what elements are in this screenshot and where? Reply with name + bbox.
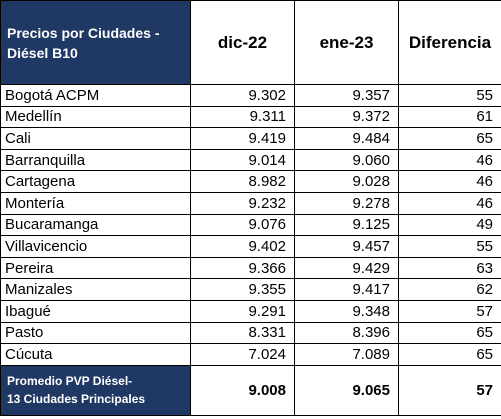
diferencia-cell: 46 xyxy=(398,170,501,193)
table-body: Bogotá ACPM 9.302 9.357 55 Medellín 9.311 9.37… xyxy=(0,84,501,366)
table-row: Villavicencio 9.402 9.457 55 xyxy=(0,235,501,258)
ene23-cell: 9.484 xyxy=(294,127,399,150)
city-cell: Medellín xyxy=(0,105,191,129)
city-cell: Manizales xyxy=(0,278,191,301)
table-row: Pasto 8.331 8.396 65 xyxy=(0,321,501,345)
dic22-cell: 9.291 xyxy=(190,299,295,323)
ene23-cell: 9.357 xyxy=(294,84,399,107)
ene23-cell: 9.028 xyxy=(294,170,399,193)
diferencia-cell: 61 xyxy=(398,105,501,129)
dic22-cell: 9.366 xyxy=(190,256,295,280)
city-cell: Bucaramanga xyxy=(0,213,191,237)
city-cell: Pasto xyxy=(0,321,191,345)
diferencia-cell: 63 xyxy=(398,256,501,280)
average-diferencia: 57 xyxy=(398,364,501,416)
city-cell: Ibagué xyxy=(0,299,191,323)
table-row: Cúcuta 7.024 7.089 65 xyxy=(0,343,501,366)
dic22-cell: 9.014 xyxy=(190,148,295,172)
dic22-cell: 9.419 xyxy=(190,127,295,150)
average-row: Promedio PVP Diésel- 13 Ciudades Princip… xyxy=(0,364,501,416)
diferencia-cell: 57 xyxy=(398,299,501,323)
dic22-cell: 9.355 xyxy=(190,278,295,301)
diferencia-cell: 65 xyxy=(398,321,501,345)
city-cell: Cúcuta xyxy=(0,343,191,366)
city-cell: Pereira xyxy=(0,256,191,280)
ene23-cell: 9.429 xyxy=(294,256,399,280)
table-title-line1: Precios por Ciudades - xyxy=(7,24,160,41)
city-cell: Cali xyxy=(0,127,191,150)
table-row: Cartagena 8.982 9.028 46 xyxy=(0,170,501,193)
table-row: Montería 9.232 9.278 46 xyxy=(0,191,501,215)
dic22-cell: 9.302 xyxy=(190,84,295,107)
average-label-line2: 13 Ciudades Principales xyxy=(7,392,146,407)
average-label-line1: Promedio PVP Diésel- xyxy=(7,374,133,389)
ene23-cell: 9.060 xyxy=(294,148,399,172)
city-cell: Barranquilla xyxy=(0,148,191,172)
city-cell: Villavicencio xyxy=(0,235,191,258)
dic22-cell: 8.982 xyxy=(190,170,295,193)
dic22-cell: 9.311 xyxy=(190,105,295,129)
city-cell: Bogotá ACPM xyxy=(0,84,191,107)
table-row: Bucaramanga 9.076 9.125 49 xyxy=(0,213,501,237)
table-row: Pereira 9.366 9.429 63 xyxy=(0,256,501,280)
ene23-cell: 9.348 xyxy=(294,299,399,323)
header-row: Precios por Ciudades - Diésel B10 dic-22… xyxy=(0,0,501,85)
table-row: Manizales 9.355 9.417 62 xyxy=(0,278,501,301)
table-row: Barranquilla 9.014 9.060 46 xyxy=(0,148,501,172)
ene23-cell: 9.125 xyxy=(294,213,399,237)
dic22-cell: 8.331 xyxy=(190,321,295,345)
city-cell: Montería xyxy=(0,191,191,215)
ene23-cell: 9.278 xyxy=(294,191,399,215)
city-cell: Cartagena xyxy=(0,170,191,193)
ene23-cell: 7.089 xyxy=(294,343,399,366)
diferencia-cell: 62 xyxy=(398,278,501,301)
diferencia-cell: 55 xyxy=(398,84,501,107)
column-header-diferencia: Diferencia xyxy=(398,0,501,85)
table-title-line2: Diésel B10 xyxy=(7,44,78,61)
table-title-cell: Precios por Ciudades - Diésel B10 xyxy=(0,0,191,85)
average-dic22: 9.008 xyxy=(190,364,295,416)
dic22-cell: 9.076 xyxy=(190,213,295,237)
diferencia-cell: 46 xyxy=(398,148,501,172)
diferencia-cell: 49 xyxy=(398,213,501,237)
ene23-cell: 9.372 xyxy=(294,105,399,129)
dic22-cell: 9.402 xyxy=(190,235,295,258)
table-row: Cali 9.419 9.484 65 xyxy=(0,127,501,150)
average-ene23: 9.065 xyxy=(294,364,399,416)
table-row: Medellín 9.311 9.372 61 xyxy=(0,105,501,129)
column-header-ene23: ene-23 xyxy=(294,0,399,85)
diferencia-cell: 46 xyxy=(398,191,501,215)
dic22-cell: 7.024 xyxy=(190,343,295,366)
column-header-dic22: dic-22 xyxy=(190,0,295,85)
table-row: Bogotá ACPM 9.302 9.357 55 xyxy=(0,84,501,107)
dic22-cell: 9.232 xyxy=(190,191,295,215)
table-row: Ibagué 9.291 9.348 57 xyxy=(0,299,501,323)
ene23-cell: 9.457 xyxy=(294,235,399,258)
diferencia-cell: 55 xyxy=(398,235,501,258)
average-label-cell: Promedio PVP Diésel- 13 Ciudades Princip… xyxy=(0,364,191,416)
ene23-cell: 8.396 xyxy=(294,321,399,345)
diferencia-cell: 65 xyxy=(398,343,501,366)
ene23-cell: 9.417 xyxy=(294,278,399,301)
diferencia-cell: 65 xyxy=(398,127,501,150)
